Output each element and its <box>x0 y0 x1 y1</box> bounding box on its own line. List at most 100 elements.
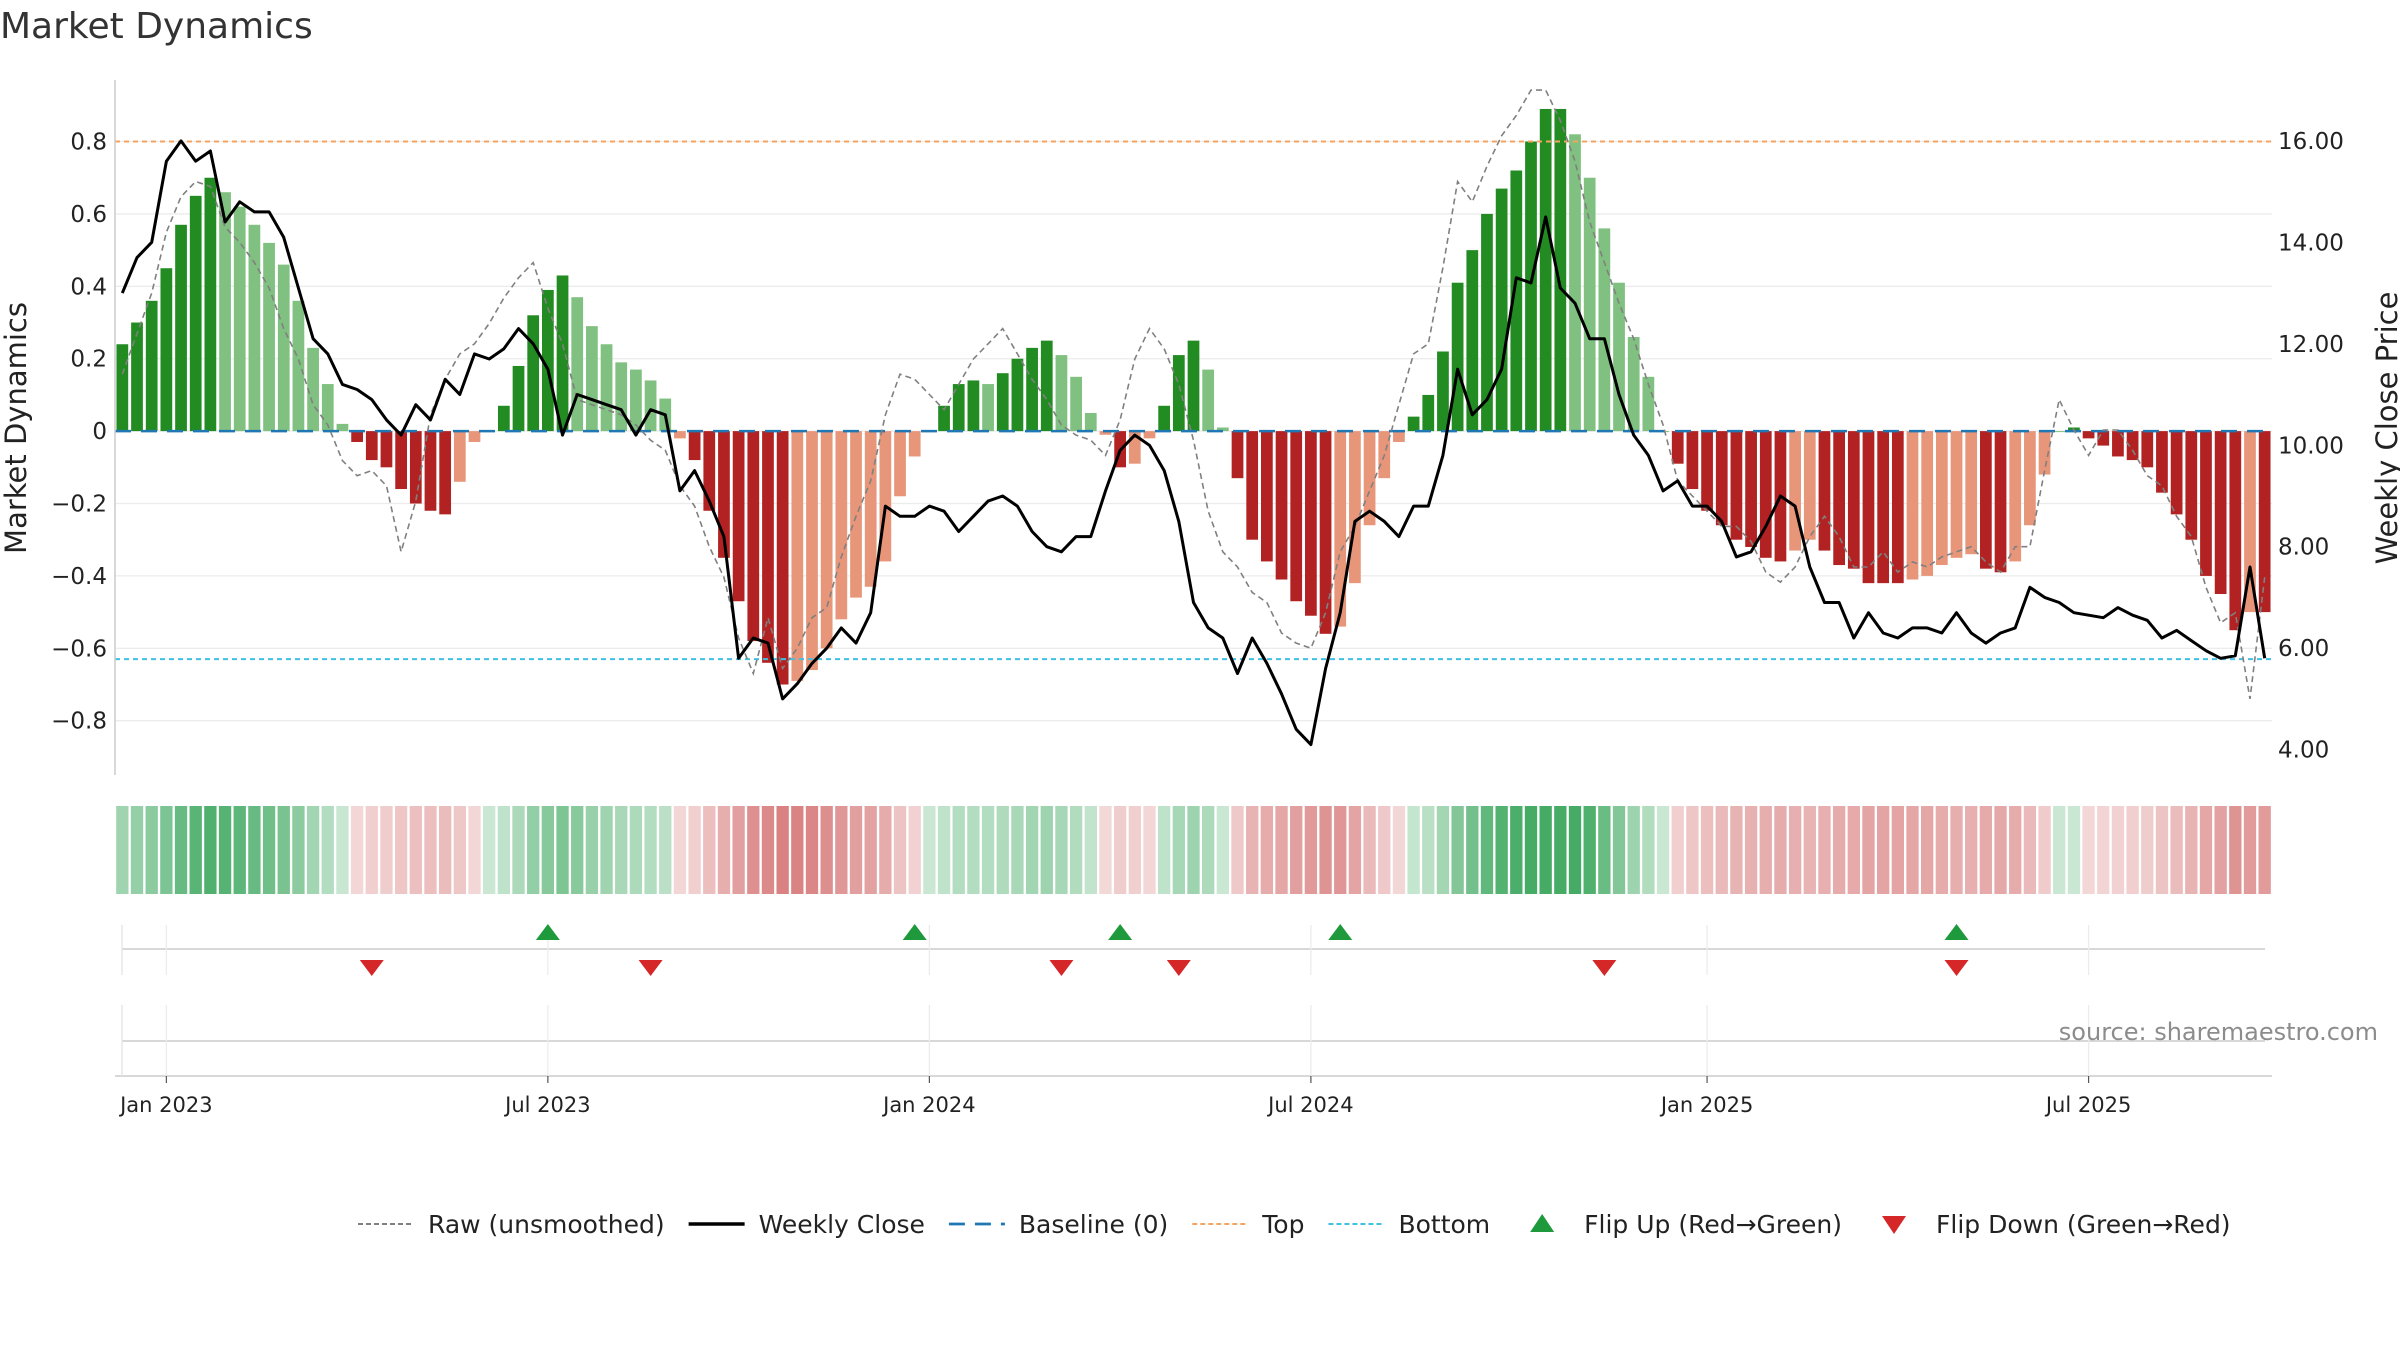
y-tick-left: −0.6 <box>51 636 107 662</box>
regime-cell <box>1921 806 1934 894</box>
dynamics-bar <box>1319 431 1332 634</box>
dynamics-bar <box>527 315 540 432</box>
dynamics-bar <box>1965 431 1978 555</box>
regime-cell <box>1510 806 1523 894</box>
regime-cell <box>981 806 995 894</box>
dynamics-bar <box>1525 141 1537 432</box>
y-tick-right: 16.00 <box>2278 129 2344 155</box>
regime-cell <box>1099 806 1112 894</box>
legend-label: Raw (unsmoothed) <box>428 1210 665 1239</box>
regime-cell <box>174 806 188 894</box>
regime-cell <box>1832 806 1846 894</box>
dynamics-bar <box>762 431 774 663</box>
dynamics-bar <box>630 369 642 432</box>
regime-cell <box>1700 806 1714 894</box>
y-axis-label-right: Weekly Close Price <box>2370 292 2400 565</box>
regime-cell <box>1803 806 1816 894</box>
regime-cell <box>1979 806 1993 894</box>
dynamics-bar <box>1891 431 1904 584</box>
regime-cell <box>1011 806 1024 894</box>
regime-cell <box>292 806 305 894</box>
regime-cell <box>776 806 789 894</box>
dynamics-bar <box>1642 376 1655 432</box>
dynamics-bar <box>1202 369 1215 432</box>
regime-cell <box>1965 806 1978 894</box>
regime-cell <box>1172 806 1185 894</box>
regime-cell <box>1069 806 1083 894</box>
dynamics-bar <box>1862 431 1875 584</box>
regime-cell <box>1583 806 1596 894</box>
legend: Raw (unsmoothed) Weekly Close Baseline (0)… <box>358 1210 2231 1239</box>
regime-cell <box>527 806 540 894</box>
regime-cell <box>1378 806 1391 894</box>
regime-cell <box>1348 806 1362 894</box>
x-tick-label: Jan 2025 <box>1659 1093 1754 1117</box>
regime-cell <box>1774 806 1787 894</box>
dynamics-bar <box>952 384 965 432</box>
dynamics-bar <box>1290 431 1303 602</box>
regime-cell <box>1994 806 2007 894</box>
dynamics-bar <box>2024 431 2036 526</box>
flip-up-marker <box>1328 924 1353 940</box>
axes: 0.8 0.6 0.4 0.2 0 −0.2 −0.4 −0.6 −0.8 16.00 14.00 1… <box>51 80 2344 775</box>
dynamics-bar <box>908 431 921 457</box>
dynamics-bar <box>835 431 848 620</box>
regime-cell <box>424 806 437 894</box>
regime-cell <box>2067 806 2081 894</box>
dynamics-bar <box>321 384 334 432</box>
dynamics-bar <box>1847 431 1860 569</box>
regime-cell <box>2155 806 2169 894</box>
dynamics-bar <box>2258 431 2271 613</box>
y-tick-right: 8.00 <box>2278 535 2329 561</box>
dynamics-bar <box>248 224 261 432</box>
y-tick-right: 12.00 <box>2278 332 2344 358</box>
dynamics-bar <box>1979 431 1992 569</box>
dynamics-bar <box>1407 416 1420 432</box>
dynamics-bar <box>1011 358 1024 432</box>
dynamics-bar <box>1466 250 1479 432</box>
regime-cell <box>1480 806 1494 894</box>
dynamics-bar <box>600 344 613 432</box>
regime-cell <box>2229 806 2242 894</box>
regime-cell <box>600 806 613 894</box>
regime-cell <box>952 806 965 894</box>
regime-cell <box>761 806 775 894</box>
regime-cell <box>1612 806 1626 894</box>
dynamics-bar <box>1260 431 1273 562</box>
regime-cell <box>2053 806 2066 894</box>
x-axis-ticks: Jan 2023 Jul 2023 Jan 2024 Jul 2024 Jan 2025… <box>118 1076 2131 1117</box>
y-tick-left: 0.2 <box>70 347 107 373</box>
dynamics-bar <box>674 431 686 439</box>
regime-cell <box>277 806 290 894</box>
dynamics-bar <box>468 431 481 442</box>
y-tick-left: 0 <box>92 419 107 445</box>
dynamics-bar <box>644 380 657 432</box>
regime-cell <box>1568 806 1582 894</box>
dynamics-bar <box>1686 431 1699 490</box>
y-tick-right: 10.00 <box>2278 433 2344 459</box>
flip-markers <box>121 924 2265 976</box>
regime-cell <box>1055 806 1068 894</box>
legend-swatch-flip-down <box>1882 1216 1907 1234</box>
regime-cell <box>1788 806 1802 894</box>
x-tick-label: Jul 2025 <box>2044 1093 2131 1117</box>
regime-cell <box>1466 806 1479 894</box>
regime-cell <box>1818 806 1831 894</box>
dynamics-bar <box>1921 431 1934 576</box>
regime-cell <box>1290 806 1303 894</box>
legend-label: Flip Down (Green→Red) <box>1936 1210 2231 1239</box>
y-tick-left: −0.2 <box>51 492 107 518</box>
regime-cell <box>937 806 951 894</box>
regime-cell <box>2111 806 2125 894</box>
dynamics-bar <box>1216 427 1229 432</box>
regime-cell <box>1040 806 1053 894</box>
flip-down-marker <box>359 960 384 976</box>
flip-up-marker <box>1108 924 1133 940</box>
reference-lines <box>115 140 2272 661</box>
regime-cell <box>1642 806 1655 894</box>
regime-cell <box>438 806 452 894</box>
regime-cell <box>1935 806 1949 894</box>
regime-cell <box>1715 806 1728 894</box>
regime-cell <box>673 806 687 894</box>
